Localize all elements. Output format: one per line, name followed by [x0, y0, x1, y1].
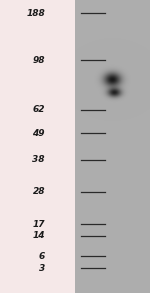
Text: 49: 49 — [33, 129, 45, 138]
Text: 38: 38 — [33, 155, 45, 164]
Bar — [0, 0, 75, 293]
Text: 17: 17 — [33, 220, 45, 229]
Text: 6: 6 — [39, 252, 45, 261]
Text: 14: 14 — [33, 231, 45, 240]
Text: 188: 188 — [26, 9, 45, 18]
Text: 62: 62 — [33, 105, 45, 114]
Text: 98: 98 — [33, 56, 45, 64]
Text: 3: 3 — [39, 264, 45, 272]
Bar — [75, 0, 150, 293]
Text: 28: 28 — [33, 188, 45, 196]
